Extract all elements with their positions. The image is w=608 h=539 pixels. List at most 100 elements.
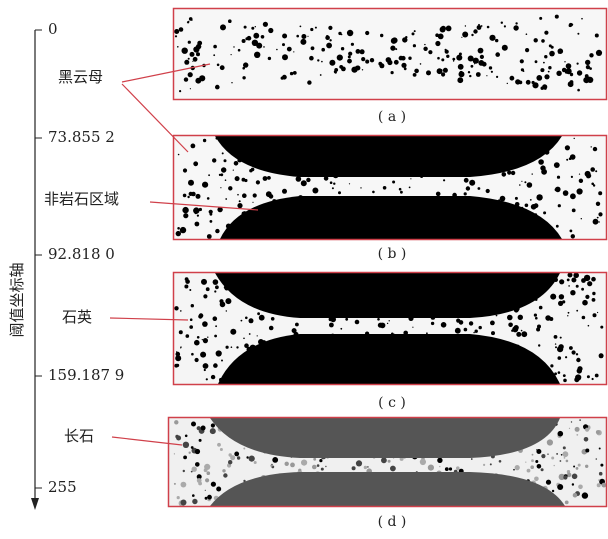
mineral-label: 黑云母 (58, 68, 103, 86)
speckle (387, 323, 388, 324)
speckle (214, 290, 216, 292)
speckle (388, 460, 391, 463)
speckle (471, 34, 473, 36)
speckle (180, 227, 186, 233)
speckle (507, 315, 513, 321)
speckle (499, 460, 502, 463)
speckle (195, 222, 200, 227)
speckle (338, 191, 341, 194)
speckle (581, 18, 583, 20)
speckle (487, 26, 490, 29)
speckle (535, 317, 538, 320)
speckle (555, 15, 559, 19)
speckle (527, 469, 531, 473)
speckle (293, 71, 297, 75)
speckle (496, 76, 498, 78)
speckle (249, 318, 254, 323)
speckle (243, 448, 245, 450)
speckle (462, 32, 468, 38)
speckle (564, 61, 565, 62)
speckle (510, 76, 515, 81)
speckle (242, 76, 245, 79)
speckle (537, 464, 542, 469)
speckle (207, 197, 210, 200)
speckle (378, 62, 382, 66)
speckle (519, 184, 521, 186)
speckle (598, 212, 602, 216)
speckle (563, 379, 567, 383)
speckle (197, 426, 201, 430)
speckle (391, 71, 394, 74)
speckle (564, 457, 566, 459)
speckle (576, 434, 578, 436)
speckle (362, 69, 363, 70)
speckle (592, 298, 596, 302)
speckle (563, 475, 567, 479)
speckle (364, 466, 367, 469)
speckle (188, 72, 193, 77)
speckle (588, 325, 590, 327)
speckle (581, 218, 582, 219)
speckle (226, 346, 229, 349)
speckle (600, 326, 603, 329)
speckle (562, 300, 565, 303)
speckle (225, 298, 231, 304)
speckle (182, 207, 188, 213)
speckle (228, 19, 232, 23)
speckle (486, 189, 490, 193)
tick-label: 0 (48, 20, 58, 38)
speckle (231, 346, 233, 348)
speckle (437, 57, 440, 60)
speckle (539, 17, 542, 20)
speckle (558, 48, 564, 54)
speckle (536, 194, 542, 200)
speckle (540, 68, 544, 72)
speckle (525, 204, 529, 208)
non-rock-region (210, 472, 565, 506)
speckle (595, 34, 599, 38)
speckle (567, 315, 568, 316)
mineral-label: 石英 (62, 308, 92, 326)
speckle (597, 217, 599, 219)
speckle (325, 466, 326, 467)
speckle (516, 332, 521, 337)
speckle (558, 204, 561, 207)
speckle (206, 378, 208, 380)
speckle (390, 46, 395, 51)
speckle (380, 323, 386, 329)
speckle (215, 229, 219, 233)
speckle (197, 478, 202, 483)
speckle (446, 26, 452, 32)
speckle (269, 326, 274, 331)
speckle (538, 159, 544, 165)
mineral-label: 非岩石区域 (44, 190, 119, 208)
speckle (215, 325, 217, 327)
speckle (190, 52, 195, 57)
speckle (570, 193, 576, 199)
speckle (392, 37, 398, 43)
speckle (233, 46, 234, 47)
speckle (571, 176, 573, 178)
speckle (554, 162, 560, 168)
speckle (599, 353, 604, 358)
speckle (213, 54, 215, 56)
speckle (555, 188, 558, 191)
speckle (309, 56, 314, 61)
speckle (473, 29, 477, 33)
speckle (490, 321, 495, 326)
speckle (179, 90, 181, 92)
speckle (201, 426, 206, 431)
speckle (268, 57, 271, 60)
speckle (583, 77, 589, 83)
speckle (301, 180, 307, 186)
speckle (551, 46, 554, 49)
speckle (567, 279, 570, 282)
speckle (333, 183, 335, 185)
speckle (551, 457, 554, 460)
speckle (321, 48, 325, 52)
speckle (389, 320, 390, 321)
speckle (464, 178, 469, 183)
speckle (202, 182, 208, 188)
speckle (193, 46, 199, 52)
speckle (507, 83, 508, 84)
